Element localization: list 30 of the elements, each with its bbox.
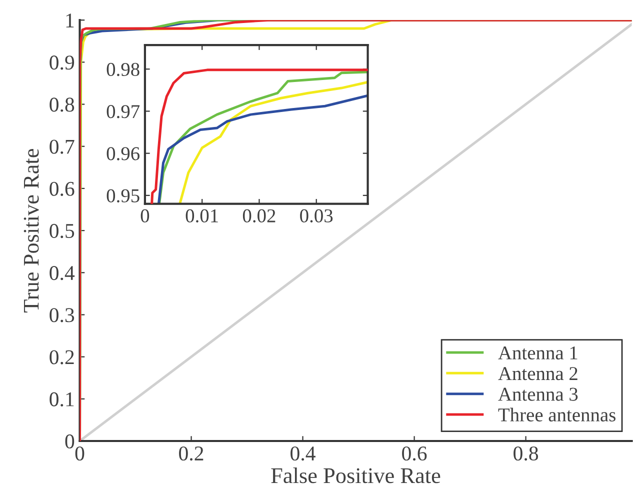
x-tick-label: 0.2 [179, 446, 204, 461]
x-tick-label: 0 [75, 446, 84, 461]
legend-label: Antenna 3 [498, 388, 578, 401]
x-axis-title: False Positive Rate [271, 468, 440, 484]
x-tick-label: 0.03 [300, 209, 333, 222]
x-tick-label: 0.8 [514, 446, 538, 461]
x-tick-label: 0.6 [402, 446, 427, 461]
y-tick-label: 0.1 [50, 392, 74, 406]
y-tick-label: 0.8 [50, 98, 74, 112]
y-tick-label: 0.7 [50, 140, 74, 154]
x-tick-label: 0.4 [290, 446, 316, 461]
y-tick-label: 0.96 [106, 147, 140, 160]
legend-label: Antenna 2 [498, 367, 578, 380]
y-tick-label: 0.9 [50, 56, 74, 70]
y-tick-label: 0.95 [106, 189, 140, 202]
x-tick-label: 0.02 [242, 209, 276, 222]
y-tick-label: 0.6 [50, 182, 74, 196]
y-tick-label: 0.4 [50, 266, 75, 280]
y-tick-label: 0.3 [50, 308, 74, 322]
x-tick-label: 0 [140, 209, 150, 222]
y-tick-label: 0.2 [50, 350, 74, 364]
y-tick-label: 0.5 [50, 224, 74, 238]
y-tick-label: 1 [66, 14, 74, 28]
y-tick-label: 0.97 [106, 105, 140, 118]
legend-label: Three antennas [498, 408, 616, 422]
x-tick-label: 0.01 [186, 209, 218, 222]
y-axis-title: True Positive Rate [24, 149, 39, 312]
legend-label: Antenna 1 [498, 346, 578, 360]
y-tick-label: 0 [65, 434, 74, 448]
y-tick-label: 0.98 [106, 62, 140, 76]
